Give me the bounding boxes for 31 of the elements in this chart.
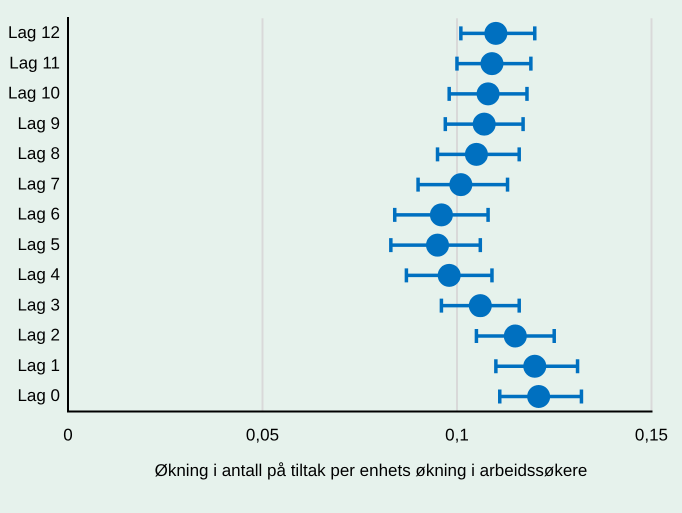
point: [476, 82, 500, 106]
point: [480, 52, 504, 76]
x-tick-label: 0: [63, 425, 73, 444]
point: [523, 354, 546, 378]
point: [504, 324, 527, 348]
point: [464, 142, 488, 166]
point: [426, 234, 450, 257]
x-tick-label: 0,05: [246, 425, 280, 444]
y-tick-label: Lag 2: [17, 326, 60, 345]
point: [430, 203, 453, 226]
y-tick-label: Lag 12: [8, 23, 60, 42]
y-tick-label: Lag 4: [17, 265, 60, 284]
y-tick-label: Lag 0: [17, 386, 60, 406]
y-tick-label: Lag 3: [17, 295, 60, 314]
x-tick-label: 0,15: [634, 425, 668, 444]
point: [468, 294, 492, 318]
y-tick-label: Lag 8: [17, 144, 60, 164]
y-tick-label: Lag 11: [9, 53, 60, 72]
point: [438, 264, 461, 287]
y-tick-label: Lag 9: [17, 114, 60, 133]
y-tick-label: Lag 7: [17, 174, 60, 194]
y-tick-label: Lag 5: [17, 234, 60, 254]
point: [449, 173, 472, 196]
x-axis-title: Økning i antall på tiltak per enhets økning i arbeidssøkere: [154, 460, 588, 482]
y-tick-label: Lag 6: [17, 204, 60, 224]
point: [472, 112, 496, 136]
y-tick-label: Lag 1: [17, 356, 60, 375]
point: [527, 384, 550, 408]
point: [484, 22, 508, 45]
x-tick-label: 0,1: [445, 425, 469, 444]
y-tick-label: Lag 10: [8, 84, 60, 103]
